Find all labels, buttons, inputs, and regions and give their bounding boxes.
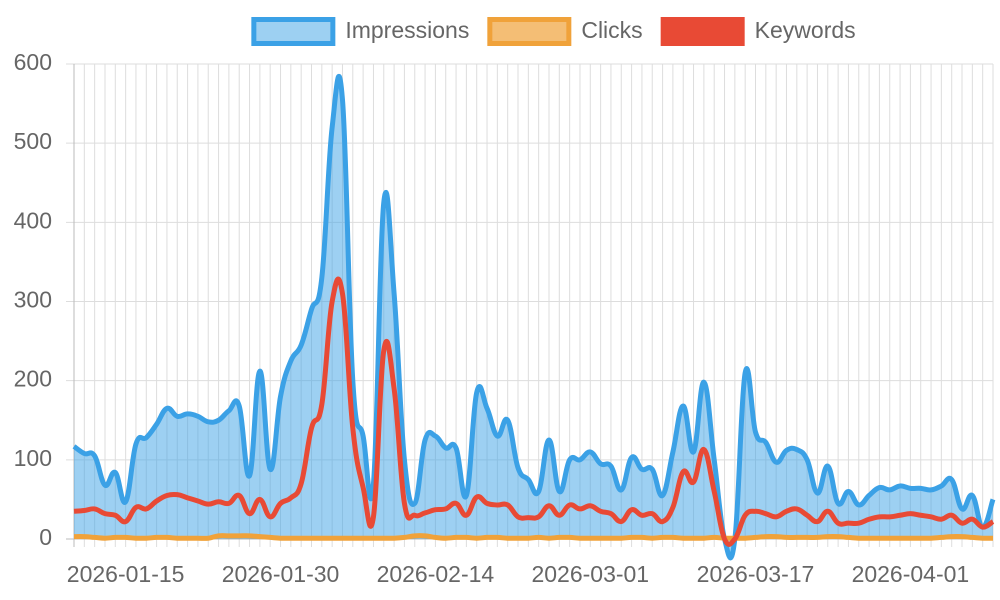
y-tick-label: 600 bbox=[14, 49, 52, 75]
x-tick-label: 2026-02-14 bbox=[377, 561, 495, 587]
line bbox=[73, 533, 994, 541]
area bbox=[74, 76, 993, 558]
x-tick-label: 2026-04-01 bbox=[852, 561, 970, 587]
legend-swatch bbox=[487, 17, 572, 46]
legend-label: Keywords bbox=[755, 17, 856, 43]
legend-label: Clicks bbox=[581, 17, 642, 43]
y-tick-label: 100 bbox=[14, 445, 52, 471]
x-tick-label: 2026-03-17 bbox=[697, 561, 815, 587]
line bbox=[73, 276, 995, 547]
x-tick-label: 2026-03-01 bbox=[531, 561, 649, 587]
y-tick-label: 0 bbox=[39, 524, 52, 550]
legend: Impressions Clicks Keywords bbox=[251, 17, 856, 46]
legend-swatch bbox=[660, 17, 745, 46]
legend-swatch bbox=[251, 17, 336, 46]
legend-label: Impressions bbox=[345, 17, 469, 43]
y-tick-label: 400 bbox=[14, 207, 52, 233]
y-tick-label: 200 bbox=[14, 366, 52, 392]
x-tick-label: 2026-01-15 bbox=[67, 561, 185, 587]
line bbox=[72, 73, 996, 561]
y-tick-label: 500 bbox=[14, 128, 52, 154]
x-tick-label: 2026-01-30 bbox=[222, 561, 340, 587]
y-tick-label: 300 bbox=[14, 287, 52, 313]
